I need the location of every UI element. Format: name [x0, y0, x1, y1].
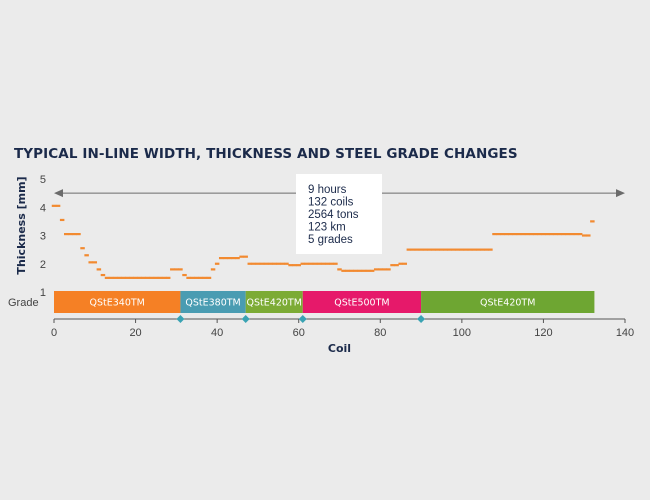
x-tick-label: 0 — [51, 327, 57, 339]
grade-change-marker — [417, 315, 426, 323]
x-tick-label: 40 — [211, 327, 223, 339]
axes: 1 2 3 4 5 0 20 40 60 80 100 120 140 — [40, 174, 634, 339]
x-tick-label: 140 — [616, 327, 634, 339]
grade-bar: QStE340TM QStE380TM QStE420TM QStE500TM QStE… — [54, 291, 595, 313]
grade-segment — [302, 291, 422, 313]
y-tick-label: 3 — [40, 231, 46, 243]
y-axis-title: Thickness [mm] — [15, 176, 28, 274]
grade-segment-label: QStE340TM — [90, 298, 145, 309]
range-arrow-right-head — [616, 189, 625, 198]
y-tick-label: 4 — [40, 202, 46, 214]
info-box-line: 5 grades — [308, 234, 353, 246]
grade-row-label: Grade — [8, 297, 39, 309]
y-tick-label: 2 — [40, 259, 46, 271]
grade-segment-label: QStE420TM — [247, 298, 302, 309]
grade-segment — [245, 291, 303, 313]
y-tick-label: 5 — [40, 174, 46, 186]
range-arrow-left-head — [54, 189, 63, 198]
info-box-line: 123 km — [308, 222, 346, 234]
thickness-series — [51, 204, 595, 279]
chart-title: TYPICAL IN-LINE WIDTH, THICKNESS AND STE… — [14, 146, 518, 162]
grade-segment-label: QStE420TM — [480, 298, 535, 309]
x-tick-label: 120 — [534, 327, 552, 339]
grade-segment — [421, 291, 595, 313]
grade-segment-label: QStE380TM — [185, 298, 240, 309]
grade-change-markers — [176, 315, 426, 323]
grade-segment — [54, 291, 181, 313]
info-box-background — [296, 174, 382, 254]
info-box-line: 2564 tons — [308, 209, 359, 221]
info-box-line: 132 coils — [308, 197, 354, 209]
grade-segment-label: QStE500TM — [334, 298, 389, 309]
info-box-line: 9 hours — [308, 184, 347, 196]
x-tick-label: 60 — [293, 327, 305, 339]
x-tick-label: 20 — [129, 327, 141, 339]
grade-segment — [180, 291, 246, 313]
grade-change-marker — [298, 315, 307, 323]
x-tick-label: 80 — [374, 327, 386, 339]
grade-change-marker — [241, 315, 250, 323]
y-tick-label: 1 — [40, 287, 46, 299]
x-tick-label: 100 — [453, 327, 471, 339]
grade-change-marker — [176, 315, 185, 323]
x-axis-title: Coil — [328, 342, 351, 355]
